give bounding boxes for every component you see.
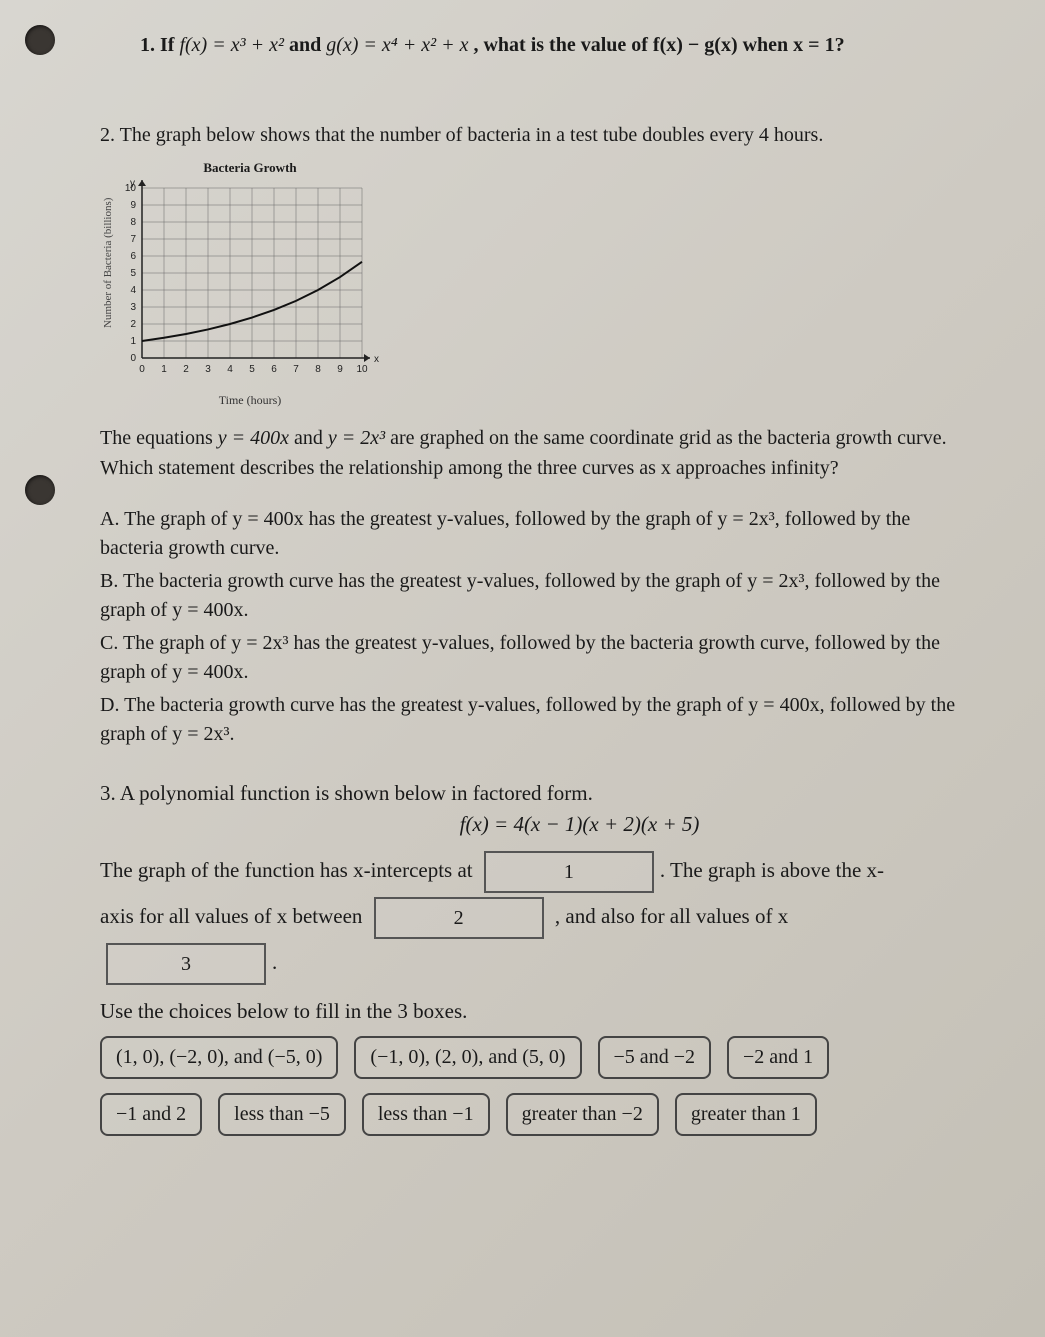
q2-choice-c: C. The graph of y = 2x³ has the greatest… — [100, 629, 965, 687]
q3-dot: . — [272, 950, 277, 974]
q2-f-a: The equations — [100, 427, 218, 449]
svg-text:7: 7 — [293, 364, 299, 375]
choice-r2-4[interactable]: greater than 1 — [675, 1093, 817, 1136]
svg-text:1: 1 — [130, 336, 136, 347]
q2-followup: The equations y = 400x and y = 2x³ are g… — [100, 423, 965, 483]
chart-title: Bacteria Growth — [130, 158, 370, 178]
svg-text:5: 5 — [249, 364, 255, 375]
q3-line3: 3. — [100, 939, 965, 985]
choice-r1-1[interactable]: (−1, 0), (2, 0), and (5, 0) — [354, 1036, 581, 1079]
q3-intro: A polynomial function is shown below in … — [120, 781, 593, 805]
q2-answers: A. The graph of y = 400x has the greates… — [100, 505, 965, 749]
q2-choice-a: A. The graph of y = 400x has the greates… — [100, 505, 965, 563]
q3-l1a: The graph of the function has x-intercep… — [100, 858, 478, 882]
svg-text:0: 0 — [139, 364, 145, 375]
svg-text:3: 3 — [130, 302, 136, 313]
svg-text:1: 1 — [161, 364, 167, 375]
q3-line2: axis for all values of x between 2 , and… — [100, 893, 965, 939]
svg-text:8: 8 — [315, 364, 321, 375]
blank-1[interactable]: 1 — [484, 851, 654, 893]
q2-intro: The graph below shows that the number of… — [120, 124, 824, 146]
q2-eq1: y = 400x — [218, 427, 289, 449]
q1-and: and — [289, 34, 326, 56]
svg-text:2: 2 — [130, 319, 136, 330]
q3-l2a: axis for all values of x between — [100, 904, 368, 928]
chart-svg: 012345678910012345678910xy — [100, 180, 380, 380]
q3-choices-row1: (1, 0), (−2, 0), and (−5, 0) (−1, 0), (2,… — [100, 1036, 965, 1079]
choice-r2-2[interactable]: less than −1 — [362, 1093, 490, 1136]
choice-r2-3[interactable]: greater than −2 — [506, 1093, 659, 1136]
svg-text:6: 6 — [271, 364, 277, 375]
svg-text:9: 9 — [130, 200, 136, 211]
svg-text:2: 2 — [183, 364, 189, 375]
q2-number: 2. — [100, 124, 115, 146]
svg-text:x: x — [374, 354, 379, 365]
chart-xlabel: Time (hours) — [130, 391, 370, 409]
question-2: 2. The graph below shows that the number… — [100, 120, 965, 749]
q2-choice-b: B. The bacteria growth curve has the gre… — [100, 567, 965, 625]
svg-text:8: 8 — [130, 217, 136, 228]
q3-choices-instr: Use the choices below to fill in the 3 b… — [100, 999, 965, 1024]
q3-line1: The graph of the function has x-intercep… — [100, 847, 965, 893]
question-1: 1. If f(x) = x³ + x² and g(x) = x⁴ + x² … — [140, 30, 965, 60]
svg-text:y: y — [130, 180, 135, 189]
svg-text:4: 4 — [130, 285, 136, 296]
svg-text:6: 6 — [130, 251, 136, 262]
q2-eq2: y = 2x³ — [328, 427, 385, 449]
choice-r1-2[interactable]: −5 and −2 — [598, 1036, 711, 1079]
svg-text:7: 7 — [130, 234, 136, 245]
q3-choices-row2: −1 and 2 less than −5 less than −1 greater … — [100, 1093, 965, 1136]
q1-number: 1. — [140, 34, 155, 56]
chart-ylabel: Number of Bacteria (billions) — [100, 198, 117, 328]
svg-text:0: 0 — [130, 353, 136, 364]
blank-2[interactable]: 2 — [374, 897, 544, 939]
choice-r2-1[interactable]: less than −5 — [218, 1093, 346, 1136]
question-3: 3. A polynomial function is shown below … — [100, 781, 965, 1137]
blank-3[interactable]: 3 — [106, 943, 266, 985]
choice-r1-0[interactable]: (1, 0), (−2, 0), and (−5, 0) — [100, 1036, 338, 1079]
q1-tail: , what is the value of f(x) − g(x) when … — [473, 34, 844, 56]
svg-text:9: 9 — [337, 364, 343, 375]
q1-fx: f(x) = x³ + x² — [179, 34, 284, 56]
q2-choice-d: D. The bacteria growth curve has the gre… — [100, 691, 965, 749]
q2-f-b: and — [289, 427, 328, 449]
svg-text:5: 5 — [130, 268, 136, 279]
svg-text:4: 4 — [227, 364, 233, 375]
q1-if: If — [160, 34, 179, 56]
bacteria-chart: Number of Bacteria (billions) Bacteria G… — [100, 158, 965, 409]
choice-r2-0[interactable]: −1 and 2 — [100, 1093, 202, 1136]
q1-gx: g(x) = x⁴ + x² + x — [326, 34, 468, 56]
svg-text:10: 10 — [356, 364, 368, 375]
svg-text:3: 3 — [205, 364, 211, 375]
q3-l2b: , and also for all values of x — [555, 904, 788, 928]
choice-r1-3[interactable]: −2 and 1 — [727, 1036, 829, 1079]
q3-number: 3. — [100, 781, 116, 805]
q3-formula: f(x) = 4(x − 1)(x + 2)(x + 5) — [320, 812, 839, 837]
q3-l1b: The graph is above the x- — [670, 858, 884, 882]
